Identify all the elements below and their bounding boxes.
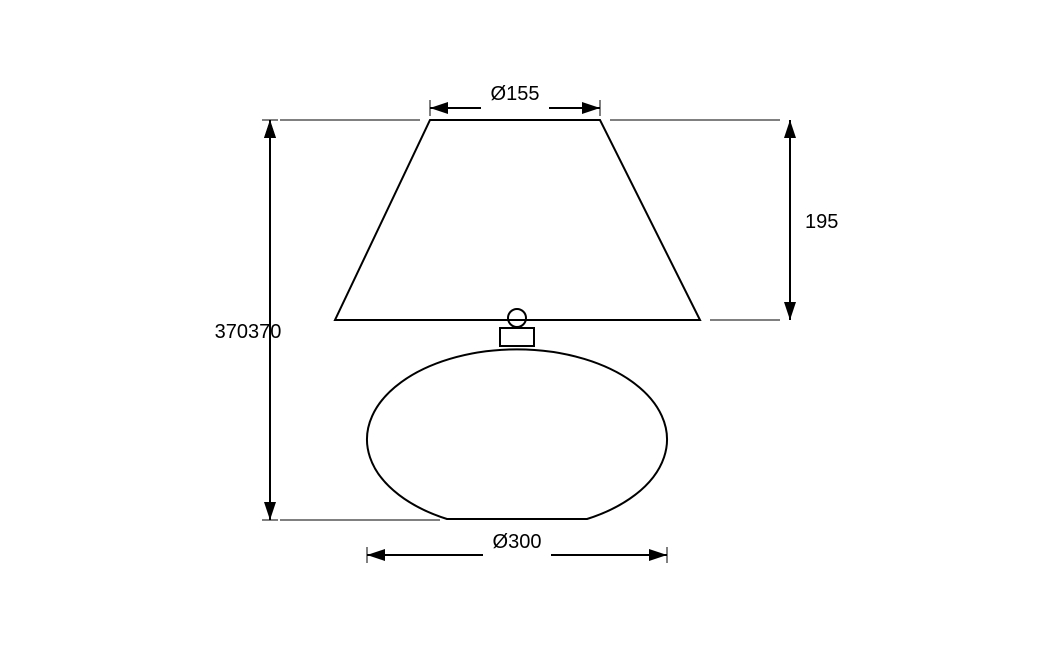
lamp-shade xyxy=(335,120,700,320)
dimension-vertical: 370 xyxy=(248,120,281,520)
lamp-base xyxy=(367,349,667,519)
dimension-shade-height: 195 xyxy=(790,120,838,320)
dimension-label: Ø300 xyxy=(493,531,542,553)
dimension-horizontal: Ø300 xyxy=(367,531,667,563)
lamp-neck-band xyxy=(500,328,534,346)
dimension-label: Ø155 xyxy=(491,83,540,105)
dimension-label: 370 xyxy=(215,321,248,343)
dimension-label: 195 xyxy=(805,211,838,233)
lamp-socket xyxy=(508,309,526,327)
dimension-horizontal: Ø155 xyxy=(430,83,600,116)
lamp-dimension-diagram: Ø155 Ø300 370370 195 xyxy=(0,0,1040,648)
dimension-label: 370 xyxy=(248,321,281,343)
dimension-total-height: 370 xyxy=(215,120,270,520)
